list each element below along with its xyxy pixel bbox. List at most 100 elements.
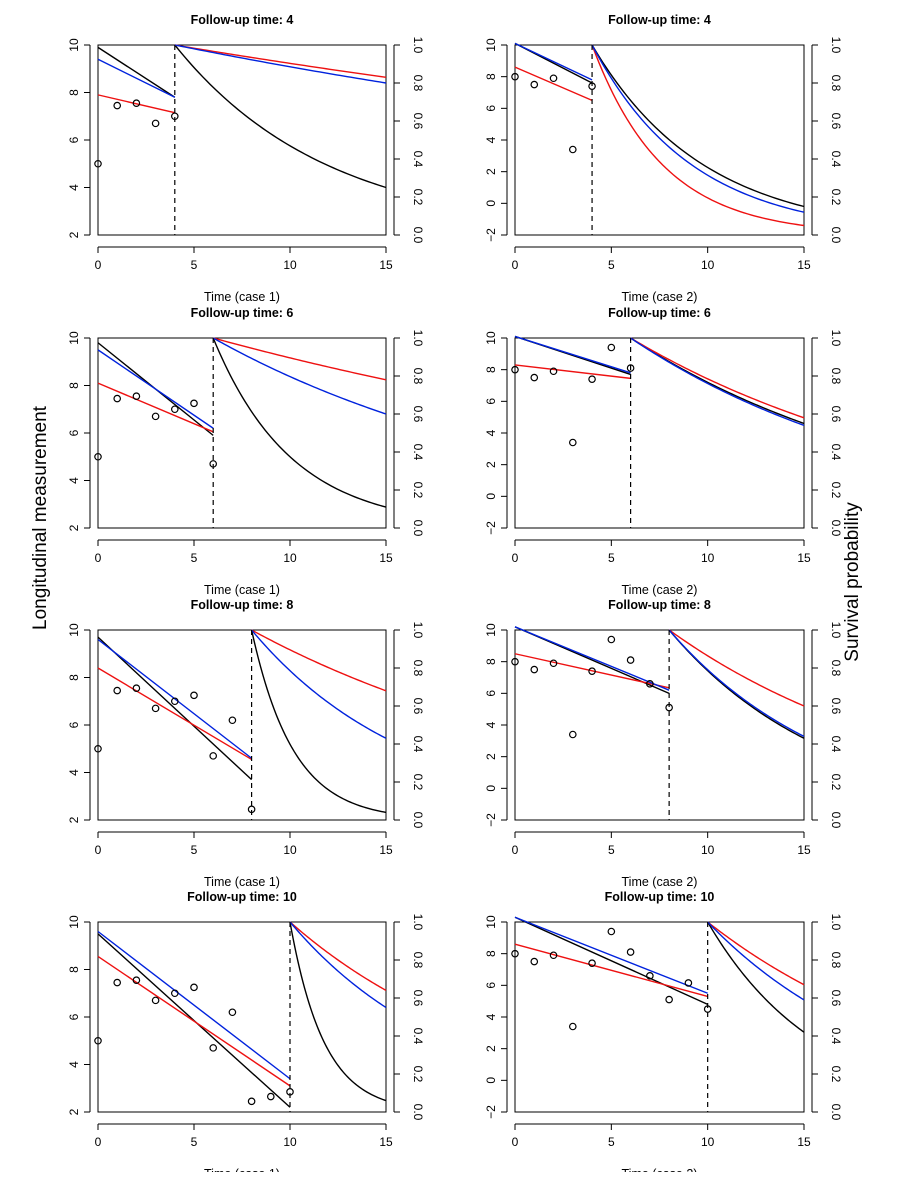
survival-curve-black [591, 44, 805, 208]
observed-point [549, 74, 558, 83]
y-right-tick-label: 0.6 [829, 406, 843, 423]
survival-curve-black [174, 44, 387, 189]
observed-point [113, 101, 122, 110]
y-left-tick-label: 6 [67, 429, 81, 436]
survival-curve-red [591, 44, 805, 227]
x-axis-label: Time (case 2) [622, 290, 698, 304]
survival-curve-blue [630, 337, 805, 427]
x-axis-label: Time (case 1) [204, 1167, 280, 1172]
observed-point [209, 1044, 218, 1052]
x-tick-label: 15 [379, 1135, 393, 1149]
x-tick-label: 15 [379, 258, 393, 272]
y-right-tick-label: 1.0 [411, 622, 425, 639]
y-left-tick-label: 10 [67, 915, 81, 929]
y-left-tick-label: 6 [67, 1013, 81, 1020]
y-right-tick-label: 0.8 [829, 368, 843, 385]
longitudinal-fit-black [97, 636, 253, 781]
survival-curve-blue [707, 921, 805, 1001]
y-right-tick-label: 0.4 [829, 736, 843, 753]
y-left-tick-label: 8 [67, 89, 81, 96]
panel-title: Follow-up time: 4 [191, 13, 294, 27]
observed-point [646, 680, 654, 688]
y-right-tick-label: 0.8 [411, 952, 425, 969]
y-right-tick-label: 0.2 [411, 774, 425, 791]
left-axis-title: Longitudinal measurement [30, 405, 51, 630]
longitudinal-fit-blue [514, 42, 593, 81]
observed-point [530, 665, 539, 674]
x-tick-label: 5 [191, 843, 198, 857]
panel: Follow-up time: 6 0 5 10 15 Time (case 1) 2 4 6 8… [67, 306, 425, 597]
y-right-tick-label: 0.6 [411, 698, 425, 715]
x-tick-label: 5 [191, 1135, 198, 1149]
x-tick-label: 10 [283, 551, 297, 565]
x-tick-label: 10 [701, 843, 715, 857]
y-left-tick-label: 2 [67, 524, 81, 531]
y-left-tick-label: −2 [484, 813, 498, 827]
observed-point [530, 80, 539, 89]
observed-point [684, 979, 693, 987]
survival-curve-black [707, 921, 805, 1033]
y-left-tick-label: 0 [484, 1077, 498, 1084]
survival-curve-red [174, 44, 387, 78]
y-left-tick-label: −2 [484, 1105, 498, 1119]
x-tick-label: 15 [797, 1135, 811, 1149]
y-left-tick-label: 2 [484, 461, 498, 468]
y-right-tick-label: 0.2 [829, 482, 843, 499]
y-right-tick-label: 1.0 [411, 37, 425, 54]
survival-curve-blue [591, 44, 805, 213]
observed-point [588, 959, 596, 967]
longitudinal-fit-red [97, 955, 291, 1087]
panel: Follow-up time: 10 0 5 10 15 Time (case 2) −2 0… [484, 890, 843, 1177]
x-tick-label: 0 [512, 1135, 519, 1149]
y-left-tick-label: 4 [67, 184, 81, 191]
observed-point [151, 119, 160, 128]
y-left-tick-label: 8 [67, 674, 81, 681]
y-right-tick-label: 0.2 [411, 189, 425, 206]
y-left-tick-label: 10 [484, 331, 498, 345]
y-left-tick-label: 10 [67, 38, 81, 52]
observed-point [209, 752, 218, 760]
survival-curve-black [250, 629, 387, 814]
panel-title: Follow-up time: 4 [608, 13, 711, 27]
x-tick-label: 5 [191, 551, 198, 565]
panel: Follow-up time: 10 0 5 10 15 Time (case 1) 2 4 6… [67, 890, 425, 1177]
x-tick-label: 10 [701, 551, 715, 565]
y-right-tick-label: 0.0 [829, 1104, 843, 1121]
y-left-tick-label: 2 [67, 1108, 81, 1115]
longitudinal-fit-red [97, 382, 214, 433]
observed-point [626, 656, 635, 664]
observed-point [511, 949, 519, 958]
plot-frame [514, 629, 805, 821]
x-tick-label: 0 [512, 843, 519, 857]
observed-point [511, 72, 519, 81]
y-left-tick-label: 4 [484, 136, 498, 143]
y-left-tick-label: 6 [484, 398, 498, 405]
observed-point [94, 744, 102, 753]
y-right-tick-label: 0.8 [411, 368, 425, 385]
y-left-tick-label: −2 [484, 228, 498, 242]
x-tick-label: 15 [797, 551, 811, 565]
survival-curve-black [289, 921, 387, 1102]
y-right-tick-label: 0.4 [829, 151, 843, 168]
y-left-tick-label: 4 [67, 769, 81, 776]
observed-point [588, 667, 596, 675]
observed-point [132, 684, 141, 692]
panel: Follow-up time: 6 0 5 10 15 Time (case 2) −2 0 2… [484, 306, 843, 597]
y-left-tick-label: 8 [484, 658, 498, 665]
y-right-tick-label: 0.0 [411, 1104, 425, 1121]
observed-point [549, 659, 558, 668]
y-right-tick-label: 0.2 [829, 189, 843, 206]
y-left-tick-label: 2 [484, 753, 498, 760]
y-left-tick-label: 6 [484, 105, 498, 112]
longitudinal-fit-blue [97, 638, 253, 759]
plot-frame [514, 44, 805, 236]
y-right-tick-label: 0.8 [829, 75, 843, 92]
survival-curve-blue [289, 921, 387, 1009]
observed-point [94, 159, 102, 168]
y-right-tick-label: 0.0 [411, 812, 425, 829]
x-tick-label: 10 [283, 843, 297, 857]
observed-point [530, 373, 539, 382]
x-axis-label: Time (case 2) [622, 1167, 698, 1172]
observed-point [94, 452, 102, 461]
survival-curve-blue [212, 337, 387, 415]
